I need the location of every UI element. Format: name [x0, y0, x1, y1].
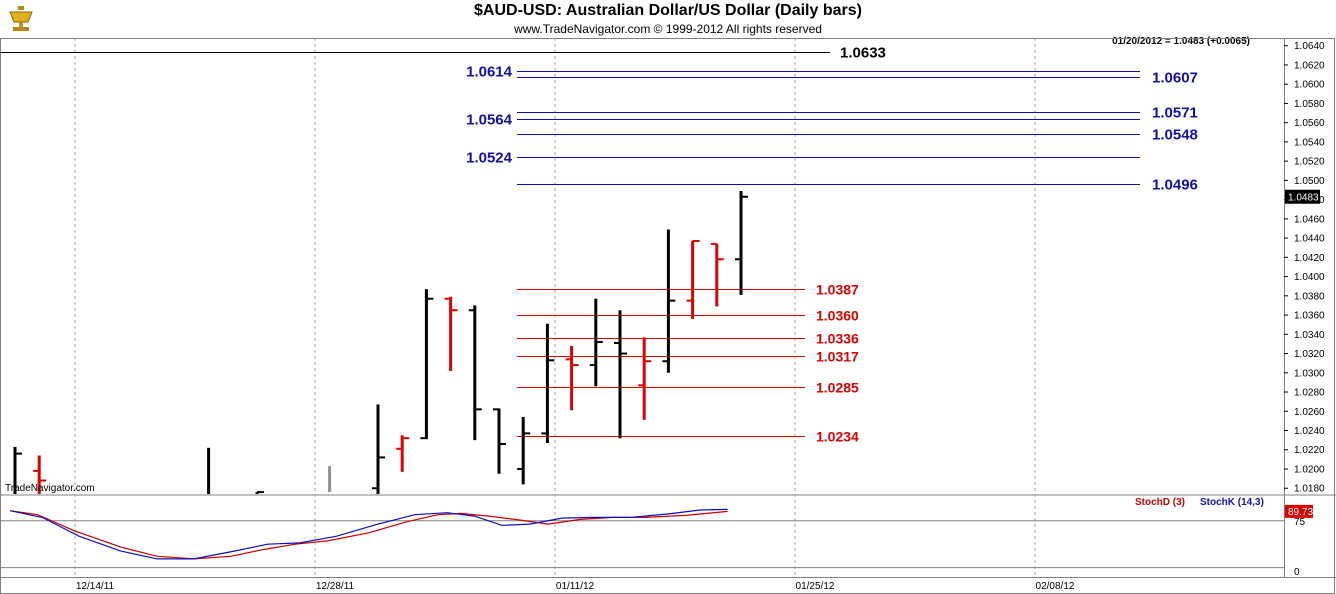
stoch-value-marker [1285, 504, 1313, 518]
y-tick-label: 1.0600 [1294, 80, 1325, 91]
y-tick-label: 1.0460 [1294, 214, 1325, 225]
ohlc-bar [255, 491, 264, 494]
resistance-label: 1.0524 [466, 150, 513, 167]
date-tick-label: 12/14/11 [76, 581, 115, 592]
stoch-d-legend: StochD (3) [1135, 497, 1185, 508]
resistance-label: 1.0633 [840, 45, 886, 62]
chart-subtitle: www.TradeNavigator.com © 1999-2012 All r… [514, 22, 822, 36]
ohlc-bar [13, 446, 22, 494]
last-price-label: 1.0483 [1288, 193, 1319, 204]
stoch-line-k [9, 508, 728, 560]
last-price-marker [1285, 189, 1320, 204]
y-tick-label: 1.0340 [1294, 330, 1325, 341]
y-tick-label: 1.0500 [1294, 176, 1325, 187]
y-tick-label: 1.0420 [1294, 253, 1325, 264]
ohlc-bar [662, 229, 676, 373]
ohlc-bar [517, 417, 531, 485]
support-label: 1.0360 [816, 308, 859, 324]
stoch-tick-label: 0 [1294, 567, 1300, 578]
ohlc-bar [372, 404, 385, 494]
y-tick-label: 1.0360 [1294, 311, 1325, 322]
y-tick-label: 1.0320 [1294, 349, 1325, 360]
y-tick-label: 1.0440 [1294, 234, 1325, 245]
y-tick-label: 1.0380 [1294, 291, 1325, 302]
y-tick-label: 1.0400 [1294, 272, 1325, 283]
ohlc-bar [33, 455, 47, 494]
date-tick-label: 12/28/11 [316, 581, 355, 592]
price-readout: 01/20/2012 = 1.0483 (+0.0065) [1112, 36, 1250, 47]
ohlc-bar [565, 345, 579, 411]
date-tick-label: 02/08/12 [1036, 581, 1075, 592]
y-tick-label: 1.0200 [1294, 464, 1325, 475]
y-tick-label: 1.0560 [1294, 118, 1325, 129]
ohlc-bar [468, 305, 482, 441]
watermark: TradeNavigator.com [5, 483, 95, 494]
y-tick-label: 1.0640 [1294, 41, 1325, 52]
stoch-line-d [9, 510, 728, 560]
support-label: 1.0336 [816, 331, 859, 347]
ohlc-bar [493, 408, 506, 474]
support-label: 1.0387 [816, 282, 859, 298]
y-tick-label: 1.0260 [1294, 407, 1325, 418]
resistance-label: 1.0564 [466, 112, 513, 129]
ohlc-bar [444, 296, 458, 371]
resistance-label: 1.0614 [466, 64, 513, 81]
date-tick-label: 01/25/12 [796, 581, 835, 592]
support-label: 1.0234 [816, 429, 859, 445]
ohlc-bars [13, 190, 748, 494]
y-tick-label: 1.0300 [1294, 368, 1325, 379]
y-tick-label: 1.0540 [1294, 137, 1325, 148]
y-tick-label: 1.0180 [1294, 484, 1325, 495]
resistance-label: 1.0607 [1152, 70, 1198, 87]
ohlc-bar [420, 289, 434, 440]
support-label: 1.0317 [816, 349, 859, 365]
ohlc-bar [735, 190, 748, 295]
y-tick-label: 1.0520 [1294, 157, 1325, 168]
chart-title: $AUD-USD: Australian Dollar/US Dollar (D… [474, 2, 862, 19]
stoch-value-label: 89.73 [1288, 507, 1313, 518]
y-tick-label: 1.0220 [1294, 445, 1325, 456]
y-tick-label: 1.0620 [1294, 60, 1325, 71]
stoch-tick-label: 75 [1294, 517, 1306, 528]
ohlc-bar [589, 298, 603, 387]
resistance-label: 1.0571 [1152, 105, 1198, 122]
y-tick-label: 1.0280 [1294, 388, 1325, 399]
resistance-label: 1.0496 [1152, 177, 1198, 194]
ohlc-bar [541, 323, 555, 444]
ohlc-bar [638, 337, 652, 420]
trophy-icon [9, 6, 33, 31]
ohlc-bar [686, 239, 700, 319]
support-label: 1.0285 [816, 380, 859, 396]
stoch-k-legend: StochK (14,3) [1200, 497, 1264, 508]
resistance-label: 1.0548 [1152, 127, 1198, 144]
ohlc-bar [614, 310, 627, 439]
ohlc-bar [396, 435, 410, 472]
y-tick-label: 1.0240 [1294, 426, 1325, 437]
ohlc-bar [710, 242, 724, 307]
date-tick-label: 01/11/12 [556, 581, 595, 592]
y-tick-label: 1.0580 [1294, 99, 1325, 110]
